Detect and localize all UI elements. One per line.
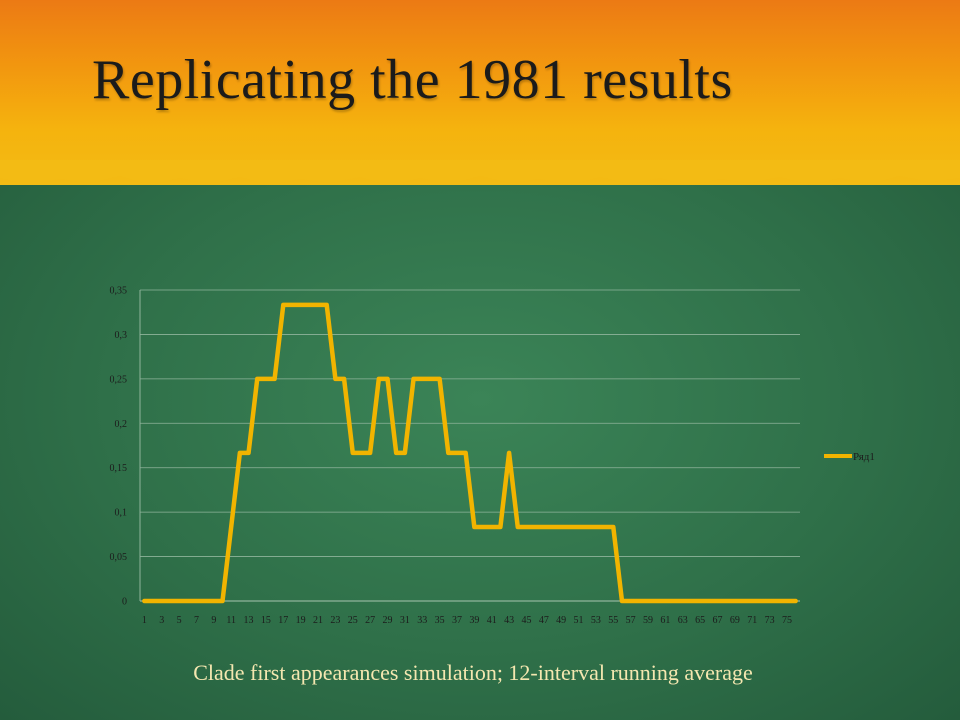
x-tick-label: 45 bbox=[521, 615, 531, 626]
x-tick-label: 57 bbox=[626, 615, 636, 626]
x-tick-label: 7 bbox=[194, 615, 199, 626]
x-tick-label: 65 bbox=[695, 615, 705, 626]
x-tick-label: 41 bbox=[487, 615, 497, 626]
slide-caption: Clade first appearances simulation; 12-i… bbox=[193, 660, 753, 685]
y-tick-label: 0 bbox=[122, 597, 127, 608]
x-axis-ticks: 1 3 5 7 9 11 13 15 17 19 21 23 25 27 29 31 33 35 37 39 41 43 4… bbox=[142, 615, 792, 626]
series-line bbox=[142, 302, 798, 604]
x-tick-label: 23 bbox=[330, 615, 340, 626]
y-tick-label: 0,05 bbox=[110, 552, 128, 563]
x-tick-label: 69 bbox=[730, 615, 740, 626]
x-tick-label: 63 bbox=[678, 615, 688, 626]
x-tick-label: 27 bbox=[365, 615, 375, 626]
y-tick-label: 0,25 bbox=[110, 374, 128, 385]
chart-series bbox=[142, 302, 798, 604]
x-tick-label: 59 bbox=[643, 615, 653, 626]
x-tick-label: 19 bbox=[296, 615, 306, 626]
x-tick-label: 47 bbox=[539, 615, 549, 626]
x-tick-label: 35 bbox=[435, 615, 445, 626]
x-tick-label: 49 bbox=[556, 615, 566, 626]
header-band bbox=[0, 0, 960, 185]
slide-background bbox=[0, 185, 960, 720]
legend-label: Ряд1 bbox=[853, 451, 875, 463]
x-tick-label: 15 bbox=[261, 615, 271, 626]
y-tick-label: 0,1 bbox=[115, 508, 128, 519]
x-tick-label: 61 bbox=[660, 615, 670, 626]
x-tick-label: 67 bbox=[713, 615, 723, 626]
x-tick-label: 5 bbox=[177, 615, 182, 626]
x-tick-label: 25 bbox=[348, 615, 358, 626]
x-tick-label: 51 bbox=[574, 615, 584, 626]
header-torn-edge bbox=[0, 160, 960, 186]
x-tick-label: 73 bbox=[765, 615, 775, 626]
x-tick-label: 71 bbox=[747, 615, 757, 626]
x-tick-label: 3 bbox=[159, 615, 164, 626]
slide-title: Replicating the 1981 results bbox=[92, 49, 733, 111]
x-tick-label: 1 bbox=[142, 615, 147, 626]
x-tick-label: 55 bbox=[608, 615, 618, 626]
x-tick-label: 29 bbox=[383, 615, 393, 626]
x-tick-label: 43 bbox=[504, 615, 514, 626]
x-tick-label: 33 bbox=[417, 615, 427, 626]
y-tick-label: 0,3 bbox=[115, 330, 128, 341]
y-axis-ticks: 0 0,05 0,1 0,15 0,2 0,25 0,3 0,35 bbox=[110, 286, 128, 608]
x-tick-label: 75 bbox=[782, 615, 792, 626]
chart-gridlines bbox=[139, 289, 800, 602]
y-tick-label: 0,15 bbox=[110, 463, 128, 474]
x-tick-label: 31 bbox=[400, 615, 410, 626]
y-tick-label: 0,35 bbox=[110, 286, 128, 297]
x-tick-label: 53 bbox=[591, 615, 601, 626]
x-tick-label: 21 bbox=[313, 615, 323, 626]
x-tick-label: 9 bbox=[211, 615, 216, 626]
x-tick-label: 13 bbox=[244, 615, 254, 626]
x-tick-label: 37 bbox=[452, 615, 462, 626]
x-tick-label: 17 bbox=[278, 615, 288, 626]
y-tick-label: 0,2 bbox=[115, 419, 128, 430]
x-tick-label: 11 bbox=[226, 615, 236, 626]
chart-legend: Ряд1 bbox=[824, 451, 875, 463]
x-tick-label: 39 bbox=[469, 615, 479, 626]
